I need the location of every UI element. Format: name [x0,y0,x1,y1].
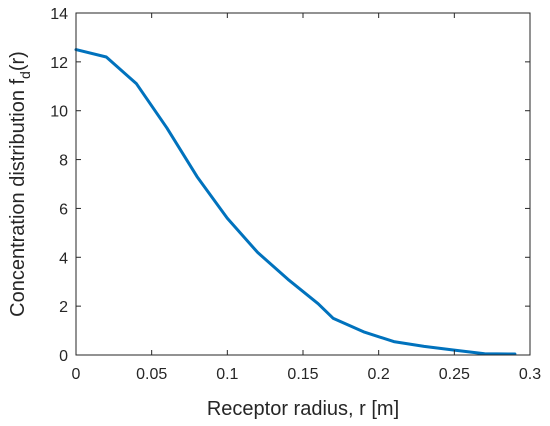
x-tick-label: 0.15 [287,366,318,383]
x-tick-label: 0.05 [136,366,167,383]
y-axis-label-subscript: d [17,71,33,79]
y-tick-label: 10 [50,104,68,121]
series-layer [74,48,517,356]
x-tick-label: 0.25 [439,366,470,383]
series-line [74,48,517,356]
y-tick-label: 12 [50,55,68,72]
y-tick-label: 6 [59,201,68,218]
y-tick-label: 4 [59,250,68,267]
plot-area-box [75,12,531,356]
y-axis-label: Concentration distribution fd(r) [7,51,33,317]
x-axis-ticks: 0 0.05 0.1 0.15 0.2 0.25 0.3 [72,13,541,383]
y-axis-label-main: Concentration distribution f [7,78,29,316]
y-tick-label: 8 [59,153,68,170]
y-tick-label: 14 [50,6,68,23]
y-axis-ticks: 0 2 4 6 8 10 12 14 [50,6,530,365]
y-tick-label: 2 [59,299,68,316]
x-tick-label: 0 [72,366,81,383]
x-axis-label: Receptor radius, r [m] [207,398,399,420]
x-tick-label: 0.2 [368,366,390,383]
x-tick-label: 0.1 [216,366,238,383]
y-tick-label: 0 [59,348,68,365]
x-tick-label: 0.3 [519,366,541,383]
y-axis-label-suffix: (r) [7,51,29,71]
